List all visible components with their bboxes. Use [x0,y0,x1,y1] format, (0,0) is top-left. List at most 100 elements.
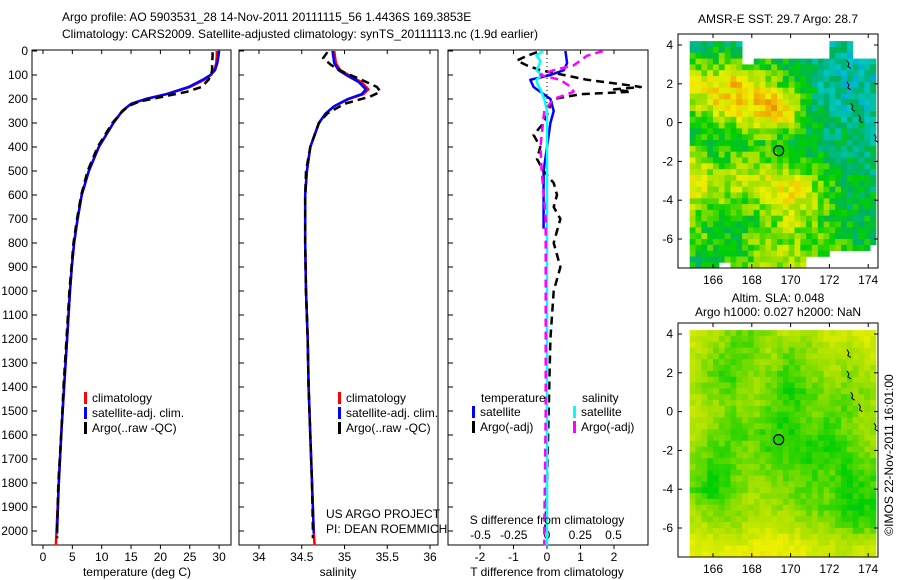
map-cell [765,446,772,453]
map-cell [753,233,760,240]
map-cell [730,400,737,407]
map-cell [707,365,714,372]
x-tick-label: 10 [95,550,109,564]
map-cell [730,221,737,228]
map-cell [713,335,720,343]
map-cell [788,116,795,123]
map-cell [858,221,865,228]
map-cell [858,111,865,118]
map-cell [841,405,848,412]
map-cell [829,464,836,471]
map-cell [718,58,725,65]
map-cell [870,353,877,360]
map-cell [765,186,772,193]
map-cell [771,335,778,343]
pi-credit: PI: DEAN ROEMMICH [326,522,447,536]
map-cell [736,151,743,158]
map-cell [841,145,848,153]
map-cell [788,204,795,211]
map-cell [782,221,789,228]
map-cell [823,81,830,89]
map-cell [817,434,824,442]
map-cell [811,510,819,517]
map-cell [771,458,778,465]
map-cell [846,180,854,187]
map-cell [800,545,807,552]
map-cell [713,116,720,123]
map-cell [777,388,784,395]
map-cell [771,233,778,240]
map-cell [817,446,824,453]
map-cell [870,394,877,401]
map-cell [777,70,784,77]
map-cell [689,481,696,488]
map-cell [724,539,731,546]
map-cell [713,464,720,471]
map-cell [713,539,720,546]
map-cell [771,244,778,251]
map-cell [858,429,865,436]
map-cell [829,551,836,558]
map-cell [852,209,859,217]
map-cell [771,551,778,558]
map-cell [817,76,824,83]
map-cell [695,475,702,482]
map-cell [858,411,865,418]
map-cell [707,134,714,141]
map-cell [782,434,789,442]
map-cell [811,244,819,251]
depth-tick-label: 700 [8,212,28,226]
map-cell [747,180,755,187]
map-cell [829,446,836,453]
map-cell [835,116,842,123]
map-cell [736,545,743,552]
x-tick-label: 30 [212,550,226,564]
map-cell [870,487,877,494]
map-cell [782,87,789,94]
map-cell [788,528,795,535]
map-cell [713,394,720,401]
map-cell [870,239,877,246]
map-cell [823,481,830,488]
map-cell [695,244,702,251]
map-cell [835,469,842,476]
map-cell [759,93,766,100]
map-cell [759,551,766,558]
map-cell [852,70,859,77]
map-cell [794,446,801,453]
map-cell [806,510,813,517]
map-cell [753,93,760,100]
map-cell [823,469,830,476]
map-cell [753,551,760,558]
map-cell [759,215,766,222]
map-cell [724,215,731,222]
map-cell [689,81,696,89]
map-cell [707,400,714,407]
map-cell [777,493,784,500]
map-cell [724,186,731,193]
map-cell [788,64,795,71]
map-cell [841,105,848,112]
map-cell [817,365,824,372]
map-cell [707,93,714,100]
map-cell [846,394,854,401]
x-tick-label: -2 [475,550,486,564]
map-cell [794,256,801,263]
map-cell [841,434,848,442]
map-cell [817,221,824,228]
map-cell [823,233,830,240]
map-cell [788,522,795,529]
map-cell [707,128,714,135]
map-cell [724,528,731,535]
map-cell [811,93,819,100]
map-cell [829,335,836,343]
map-cell [841,429,848,436]
map-cell [707,227,714,234]
map-cell [841,365,848,372]
map-cell [747,70,755,77]
legend-swatch [472,406,475,418]
map-cell [695,365,702,372]
map-cell [718,330,725,337]
map-cell [695,434,702,442]
map-cell [835,215,842,222]
